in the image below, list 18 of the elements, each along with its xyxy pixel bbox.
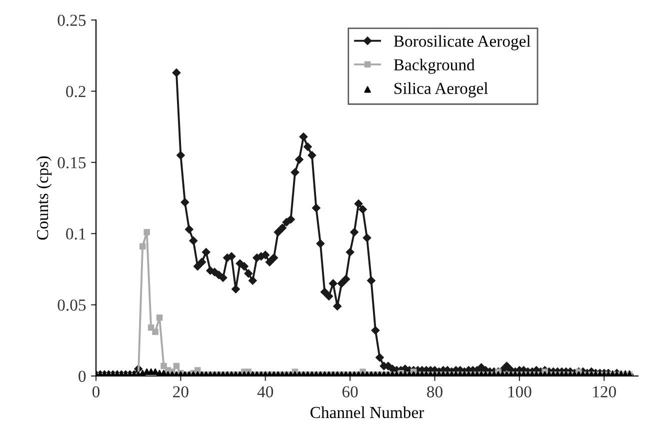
x-tick-label: 20 [173,386,188,398]
y-axis-title: Counts (cps) [36,156,52,240]
y-tick-label: 0.05 [58,300,86,311]
legend-label: Background [394,58,475,74]
x-tick-label: 0 [92,386,100,398]
x-tick-label: 40 [257,386,274,398]
x-tick-label: 60 [342,386,358,398]
x-axis-title: Channel Number [310,406,424,418]
x-tick-label: 100 [508,386,532,398]
x-tick-label: 120 [593,386,616,398]
y-tick-label: 0.15 [58,157,86,168]
legend-label: Silica Aerogel [394,82,488,98]
y-tick-label: 0.25 [58,14,86,26]
y-tick-label: 0 [78,370,86,382]
x-tick-label: 80 [427,386,442,398]
y-tick-label: 0.1 [66,228,86,240]
y-tick-label: 0.2 [66,86,86,98]
legend-label: Borosilicate Aerogel [394,35,531,50]
